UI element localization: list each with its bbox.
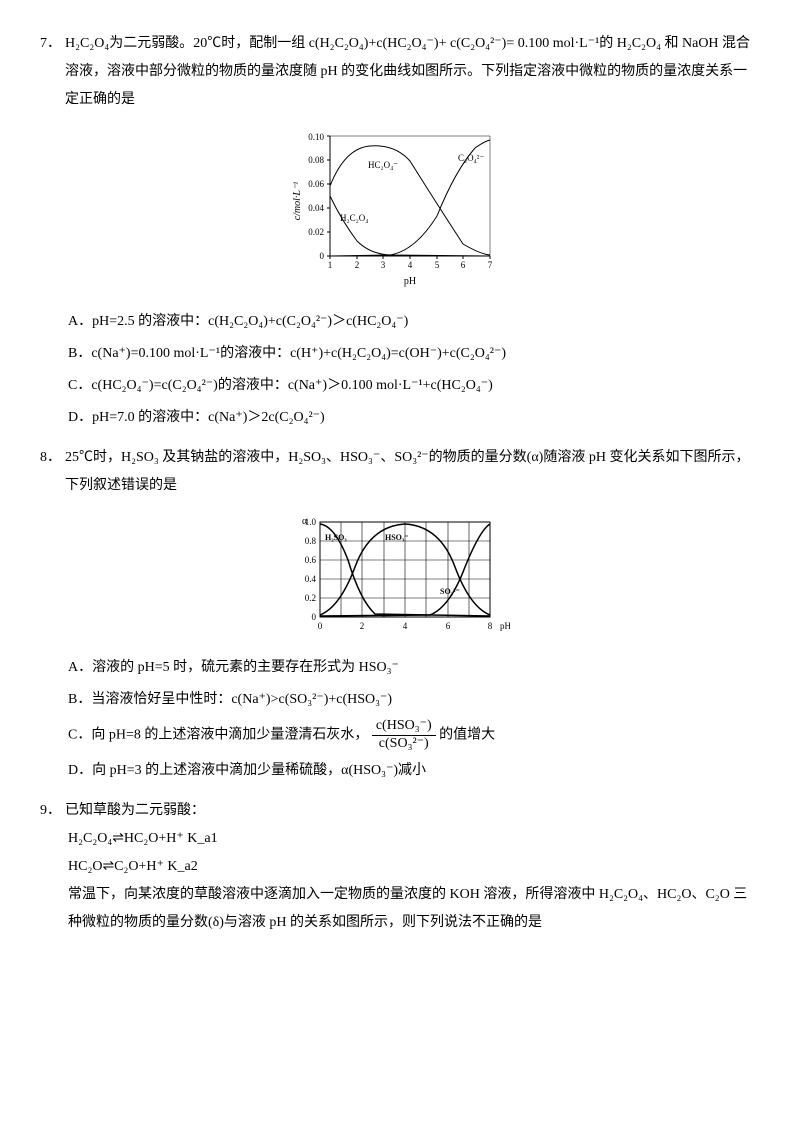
svg-text:7: 7 bbox=[488, 260, 493, 270]
question-9: 9． 已知草酸为二元弱酸： H₂C₂O₄⇌HC₂O+H⁺ K_a1 HC₂O⇌C… bbox=[40, 797, 760, 937]
svg-text:0.06: 0.06 bbox=[308, 179, 324, 189]
question-8: 8． 25℃时，H₂SO₃ 及其钠盐的溶液中，H₂SO₃、HSO₃⁻、SO₃²⁻… bbox=[40, 444, 760, 785]
q8-option-a: A．溶液的 pH=5 时，硫元素的主要存在形式为 HSO₃⁻ bbox=[68, 654, 760, 682]
svg-text:c/mol·L⁻¹: c/mol·L⁻¹ bbox=[292, 182, 303, 221]
svg-text:2: 2 bbox=[360, 621, 365, 631]
svg-text:8: 8 bbox=[488, 621, 493, 631]
svg-text:4: 4 bbox=[408, 260, 413, 270]
q7-option-a: A．pH=2.5 的溶液中：c(H₂C₂O₄)+c(C₂O₄²⁻)＞c(HC₂O… bbox=[68, 308, 760, 336]
q8-c-frac-den: c(SO₃²⁻) bbox=[372, 736, 436, 753]
q8-number: 8． bbox=[40, 444, 65, 500]
svg-text:5: 5 bbox=[435, 260, 440, 270]
svg-text:0.6: 0.6 bbox=[305, 555, 317, 565]
svg-text:0.02: 0.02 bbox=[308, 227, 324, 237]
q8-option-d: D．向 pH=3 的上述溶液中滴加少量稀硫酸，α(HSO₃⁻)减小 bbox=[68, 757, 760, 785]
q9-stem: 9． 已知草酸为二元弱酸： bbox=[40, 797, 760, 825]
svg-text:6: 6 bbox=[461, 260, 466, 270]
q8-chart: 0 0.2 0.4 0.6 0.8 1.0 0 2 4 6 8 pH α bbox=[40, 512, 760, 642]
q8-options: A．溶液的 pH=5 时，硫元素的主要存在形式为 HSO₃⁻ B．当溶液恰好呈中… bbox=[40, 654, 760, 785]
q7-number: 7． bbox=[40, 30, 65, 114]
q8-c-fraction: c(HSO₃⁻) c(SO₃²⁻) bbox=[372, 718, 436, 753]
q8-body: 25℃时，H₂SO₃ 及其钠盐的溶液中，H₂SO₃、HSO₃⁻、SO₃²⁻的物质… bbox=[65, 444, 760, 500]
q7-option-c: C．c(HC₂O₄⁻)=c(C₂O₄²⁻)的溶液中：c(Na⁺)＞0.100 m… bbox=[68, 372, 760, 400]
svg-text:0: 0 bbox=[320, 251, 325, 261]
svg-text:HC₂O₄⁻: HC₂O₄⁻ bbox=[368, 160, 398, 170]
q8-stem: 8． 25℃时，H₂SO₃ 及其钠盐的溶液中，H₂SO₃、HSO₃⁻、SO₃²⁻… bbox=[40, 444, 760, 500]
svg-text:0.04: 0.04 bbox=[308, 203, 324, 213]
q7-stem: 7． H₂C₂O₄为二元弱酸。20℃时，配制一组 c(H₂C₂O₄)+c(HC₂… bbox=[40, 30, 760, 114]
q9-body: 已知草酸为二元弱酸： bbox=[65, 797, 760, 825]
svg-text:6: 6 bbox=[446, 621, 451, 631]
question-7: 7． H₂C₂O₄为二元弱酸。20℃时，配制一组 c(H₂C₂O₄)+c(HC₂… bbox=[40, 30, 760, 432]
svg-text:1: 1 bbox=[328, 260, 333, 270]
svg-text:C₂O₄²⁻: C₂O₄²⁻ bbox=[458, 153, 484, 163]
svg-text:0.10: 0.10 bbox=[308, 132, 324, 142]
svg-text:SO₃²⁻: SO₃²⁻ bbox=[440, 587, 460, 596]
svg-text:0.8: 0.8 bbox=[305, 536, 317, 546]
q7-option-b: B．c(Na⁺)=0.100 mol·L⁻¹的溶液中：c(H⁺)+c(H₂C₂O… bbox=[68, 340, 760, 368]
q9-tail: 常温下，向某浓度的草酸溶液中逐滴加入一定物质的量浓度的 KOH 溶液，所得溶液中… bbox=[40, 881, 760, 937]
q8-option-b: B．当溶液恰好呈中性时：c(Na⁺)>c(SO₃²⁻)+c(HSO₃⁻) bbox=[68, 686, 760, 714]
svg-text:H₂SO₃: H₂SO₃ bbox=[325, 533, 347, 542]
q7-options: A．pH=2.5 的溶液中：c(H₂C₂O₄)+c(C₂O₄²⁻)＞c(HC₂O… bbox=[40, 308, 760, 432]
q9-eq1: H₂C₂O₄⇌HC₂O+H⁺ K_a1 bbox=[40, 825, 760, 853]
svg-text:α: α bbox=[302, 516, 308, 527]
q9-number: 9． bbox=[40, 797, 65, 825]
svg-text:0.2: 0.2 bbox=[305, 593, 316, 603]
svg-text:4: 4 bbox=[403, 621, 408, 631]
q8-c-frac-num: c(HSO₃⁻) bbox=[372, 718, 436, 736]
q7-body: H₂C₂O₄为二元弱酸。20℃时，配制一组 c(H₂C₂O₄)+c(HC₂O₄⁻… bbox=[65, 30, 760, 114]
q9-eq2: HC₂O⇌C₂O+H⁺ K_a2 bbox=[40, 853, 760, 881]
svg-text:H₂C₂O₄: H₂C₂O₄ bbox=[340, 213, 368, 223]
q8-c-suffix: 的值增大 bbox=[439, 728, 495, 743]
svg-text:HSO₃⁻: HSO₃⁻ bbox=[385, 533, 409, 542]
svg-text:0.4: 0.4 bbox=[305, 574, 317, 584]
svg-text:2: 2 bbox=[355, 260, 360, 270]
svg-text:pH: pH bbox=[404, 276, 416, 287]
svg-text:0: 0 bbox=[312, 612, 317, 622]
svg-text:0: 0 bbox=[318, 621, 323, 631]
q7-option-d: D．pH=7.0 的溶液中：c(Na⁺)＞2c(C₂O₄²⁻) bbox=[68, 404, 760, 432]
svg-text:pH: pH bbox=[500, 621, 510, 631]
svg-text:3: 3 bbox=[381, 260, 386, 270]
q8-option-c: C．向 pH=8 的上述溶液中滴加少量澄清石灰水， c(HSO₃⁻) c(SO₃… bbox=[68, 718, 760, 753]
q7-chart: 0 0.02 0.04 0.06 0.08 0.10 1 2 3 4 5 bbox=[40, 126, 760, 296]
svg-text:0.08: 0.08 bbox=[308, 155, 324, 165]
q8-c-prefix: C．向 pH=8 的上述溶液中滴加少量澄清石灰水， bbox=[68, 728, 368, 743]
